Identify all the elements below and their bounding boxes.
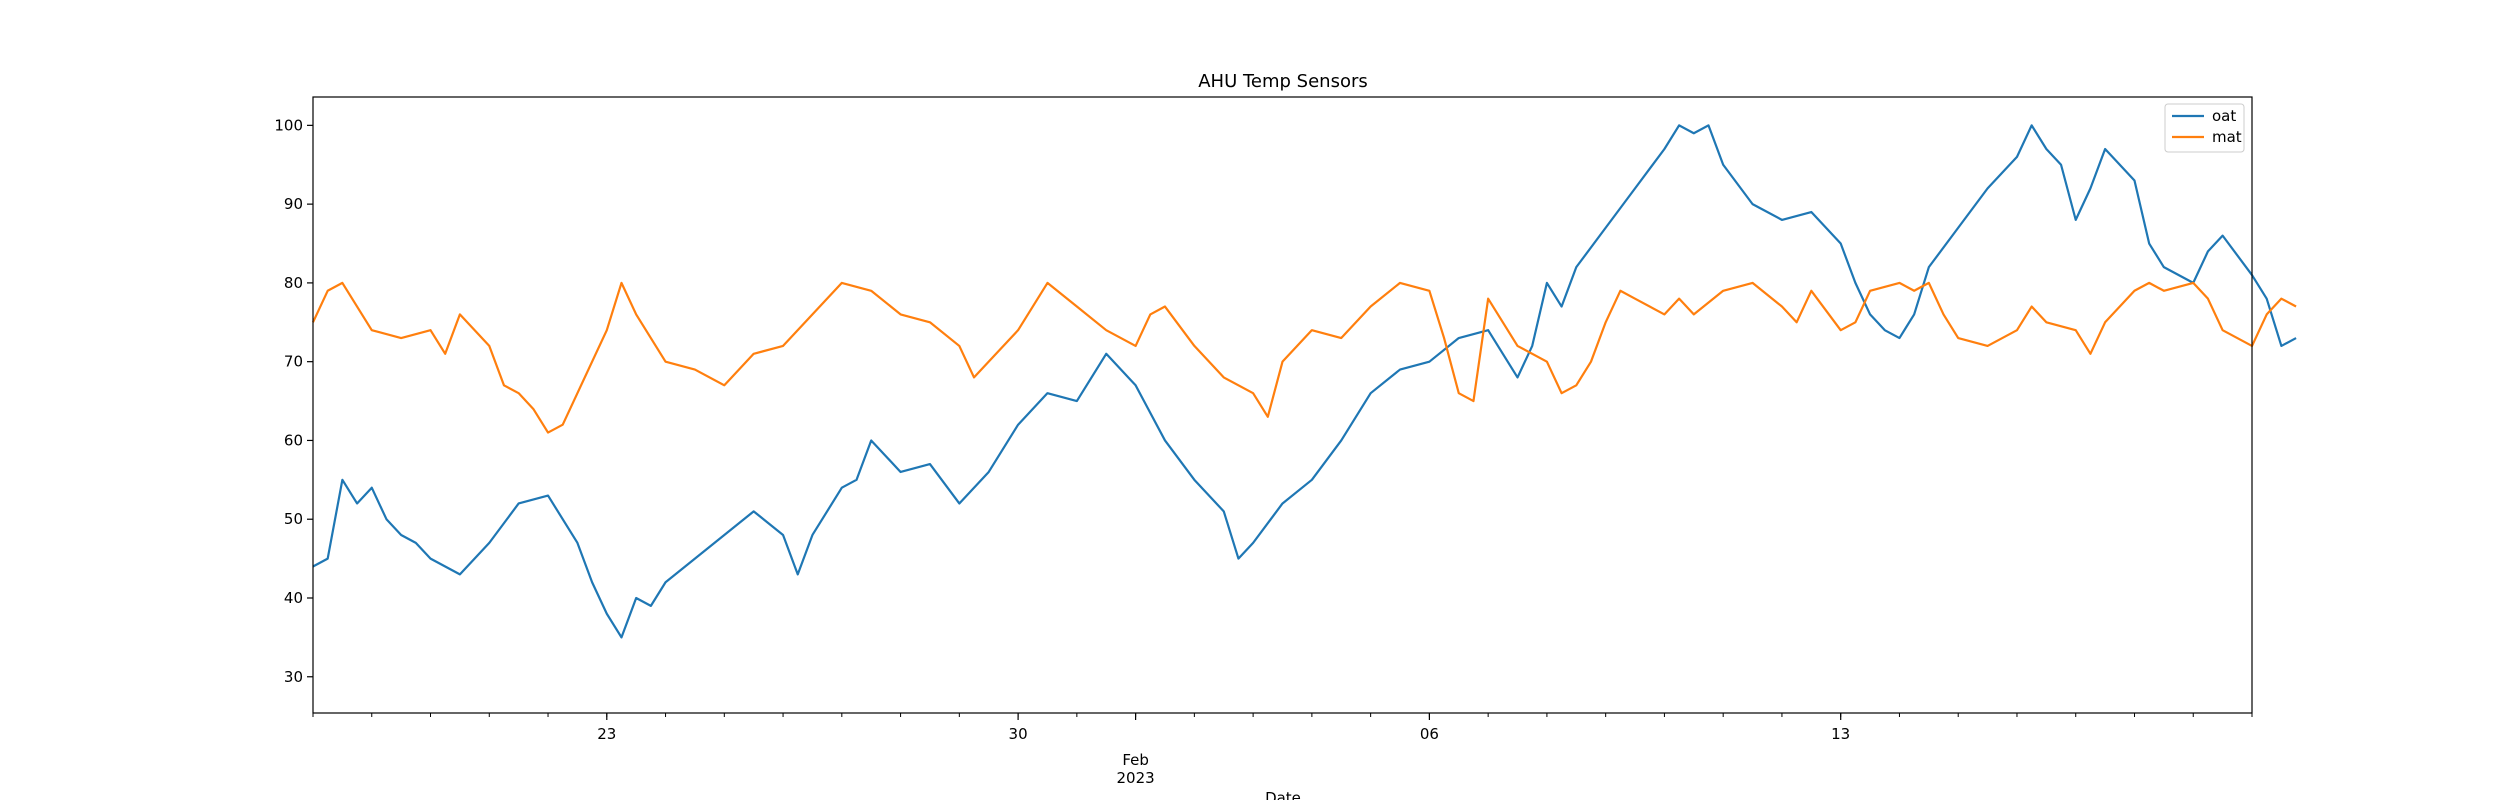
x-tick-label: 30 — [1009, 725, 1028, 743]
series-line-oat — [312, 124, 2297, 639]
legend-entries: oat mat — [2172, 107, 2242, 146]
chart-title: AHU Temp Sensors — [1198, 71, 1368, 92]
y-tick-label: 40 — [284, 589, 303, 607]
x-tick-label: Feb — [1122, 751, 1149, 769]
y-tick-label: 70 — [284, 353, 303, 371]
legend: oat mat — [2164, 103, 2245, 153]
legend-label-mat: mat — [2212, 128, 2242, 146]
x-tick-label: 06 — [1420, 725, 1439, 743]
x-axis-label: Date — [1265, 789, 1301, 800]
plot-area — [312, 96, 2297, 714]
x-tick-label: 13 — [1831, 725, 1850, 743]
y-tick-label: 90 — [284, 195, 303, 213]
y-tick-label: 100 — [274, 116, 303, 134]
series-line-mat — [312, 281, 2297, 434]
y-axis: 30 40 50 60 70 80 90 100 — [274, 116, 313, 686]
y-tick-label: 60 — [284, 431, 303, 449]
y-tick-label: 30 — [284, 668, 303, 686]
y-tick-label: 80 — [284, 274, 303, 292]
x-tick-sublabel: 2023 — [1117, 769, 1155, 787]
y-tick-label: 50 — [284, 510, 303, 528]
series-layer — [312, 124, 2297, 639]
legend-label-oat: oat — [2212, 107, 2236, 125]
x-tick-label: 23 — [597, 725, 616, 743]
plot-frame — [312, 96, 2253, 714]
